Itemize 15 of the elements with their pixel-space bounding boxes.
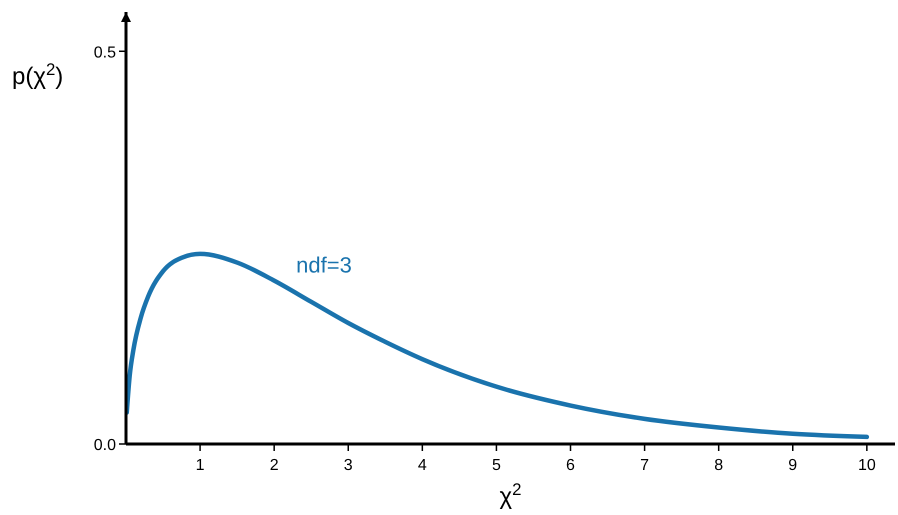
x-tick-label: 8 — [714, 457, 724, 474]
series-label: ndf=3 — [296, 252, 352, 278]
y-tick-label: 0.0 — [94, 437, 116, 454]
x-tick-label: 1 — [196, 457, 205, 474]
x-tick-label: 6 — [566, 457, 576, 474]
x-tick-label: 4 — [418, 457, 427, 474]
x-tick-label: 9 — [788, 457, 798, 474]
y-axis-title: p(χ$^{2}$) — [12, 60, 64, 90]
x-tick-label: 2 — [270, 457, 279, 474]
y-tick-label: 0.5 — [94, 44, 116, 62]
x-tick-label: 10 — [858, 457, 876, 474]
x-tick-label: 5 — [492, 457, 501, 474]
x-tick-label: 3 — [344, 457, 353, 474]
x-tick-label: 7 — [640, 457, 650, 474]
x-axis-title: χ$^{2}$ — [500, 480, 522, 510]
